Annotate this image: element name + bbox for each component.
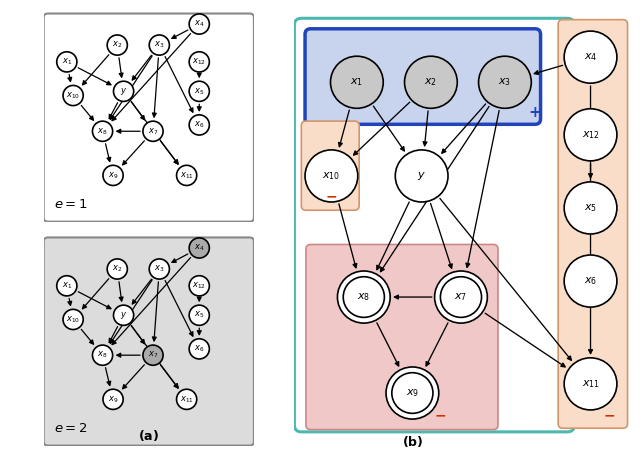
Circle shape: [149, 259, 170, 279]
Circle shape: [63, 309, 83, 329]
Circle shape: [189, 14, 209, 34]
FancyBboxPatch shape: [44, 14, 254, 222]
Circle shape: [189, 115, 209, 135]
Text: $x_5$: $x_5$: [194, 86, 204, 96]
Circle shape: [564, 109, 617, 161]
Text: $x_9$: $x_9$: [406, 387, 419, 399]
Text: $x_{10}$: $x_{10}$: [323, 170, 340, 182]
Text: $x_4$: $x_4$: [194, 19, 205, 29]
Text: $x_{11}$: $x_{11}$: [180, 394, 194, 404]
Text: $x_{11}$: $x_{11}$: [180, 170, 194, 181]
Text: $x_2$: $x_2$: [424, 76, 437, 88]
Text: $x_3$: $x_3$: [154, 40, 164, 50]
Text: $x_9$: $x_9$: [108, 394, 118, 404]
Text: $x_2$: $x_2$: [112, 264, 122, 274]
Circle shape: [57, 52, 77, 72]
Circle shape: [396, 150, 448, 202]
Text: $x_8$: $x_8$: [97, 350, 108, 361]
Text: $x_{11}$: $x_{11}$: [582, 378, 600, 390]
Text: $x_7$: $x_7$: [148, 350, 158, 361]
Text: $y$: $y$: [120, 86, 127, 97]
Circle shape: [435, 271, 487, 323]
Text: $e = 2$: $e = 2$: [54, 422, 88, 435]
Circle shape: [57, 276, 77, 296]
Text: $\mathbf{-}$: $\mathbf{-}$: [434, 408, 446, 422]
FancyBboxPatch shape: [44, 238, 254, 446]
Circle shape: [564, 31, 617, 83]
Circle shape: [189, 276, 209, 296]
Circle shape: [564, 358, 617, 410]
Text: $x_7$: $x_7$: [454, 291, 468, 303]
FancyBboxPatch shape: [305, 29, 541, 124]
Text: $x_6$: $x_6$: [194, 344, 205, 354]
Text: $x_6$: $x_6$: [194, 120, 205, 130]
Text: $x_1$: $x_1$: [350, 76, 364, 88]
Text: $e = 1$: $e = 1$: [54, 198, 88, 211]
Text: $\mathbf{-}$: $\mathbf{-}$: [325, 188, 337, 202]
Circle shape: [189, 305, 209, 325]
Text: $\mathbf{(b)}$: $\mathbf{(b)}$: [402, 434, 423, 448]
Text: $x_3$: $x_3$: [499, 76, 511, 88]
Circle shape: [92, 121, 113, 141]
Text: $x_{10}$: $x_{10}$: [66, 90, 80, 101]
Circle shape: [564, 182, 617, 234]
Circle shape: [404, 56, 457, 108]
Circle shape: [63, 85, 83, 106]
Text: $x_2$: $x_2$: [112, 40, 122, 50]
Text: $x_{10}$: $x_{10}$: [66, 314, 80, 324]
Text: $x_{12}$: $x_{12}$: [192, 57, 206, 67]
Text: $x_4$: $x_4$: [194, 243, 205, 253]
Text: $x_{12}$: $x_{12}$: [192, 281, 206, 291]
Text: $\mathbf{-}$: $\mathbf{-}$: [603, 408, 615, 422]
Text: $x_3$: $x_3$: [154, 264, 164, 274]
Circle shape: [103, 389, 123, 409]
Circle shape: [189, 52, 209, 72]
FancyBboxPatch shape: [294, 18, 574, 432]
Circle shape: [479, 56, 531, 108]
Text: $x_8$: $x_8$: [357, 291, 371, 303]
Text: $x_5$: $x_5$: [584, 202, 597, 214]
Text: $y$: $y$: [120, 310, 127, 321]
Text: $\mathbf{+}$: $\mathbf{+}$: [529, 106, 541, 120]
Circle shape: [92, 345, 113, 365]
Circle shape: [305, 150, 358, 202]
Text: $x_{12}$: $x_{12}$: [582, 129, 600, 141]
Circle shape: [143, 345, 163, 365]
Text: $x_9$: $x_9$: [108, 170, 118, 181]
Text: $x_5$: $x_5$: [194, 310, 204, 320]
Circle shape: [113, 81, 134, 101]
Circle shape: [113, 305, 134, 325]
Text: $x_1$: $x_1$: [61, 57, 72, 67]
Text: $x_6$: $x_6$: [584, 275, 597, 287]
Circle shape: [177, 165, 196, 186]
Circle shape: [177, 389, 196, 409]
FancyBboxPatch shape: [306, 244, 498, 430]
Text: $y$: $y$: [417, 170, 426, 182]
Text: $\mathbf{(a)}$: $\mathbf{(a)}$: [138, 429, 159, 443]
Circle shape: [189, 81, 209, 101]
Circle shape: [386, 367, 439, 419]
Circle shape: [143, 121, 163, 141]
Circle shape: [107, 35, 127, 55]
FancyBboxPatch shape: [301, 121, 359, 210]
Circle shape: [189, 339, 209, 359]
Circle shape: [189, 238, 209, 258]
Circle shape: [330, 56, 383, 108]
Circle shape: [337, 271, 390, 323]
Text: $x_8$: $x_8$: [97, 126, 108, 137]
Circle shape: [149, 35, 170, 55]
Text: $x_4$: $x_4$: [584, 51, 597, 63]
Circle shape: [564, 255, 617, 307]
Circle shape: [103, 165, 123, 186]
Text: $x_7$: $x_7$: [148, 126, 158, 137]
Text: $x_1$: $x_1$: [61, 281, 72, 291]
Circle shape: [107, 259, 127, 279]
FancyBboxPatch shape: [558, 20, 628, 428]
